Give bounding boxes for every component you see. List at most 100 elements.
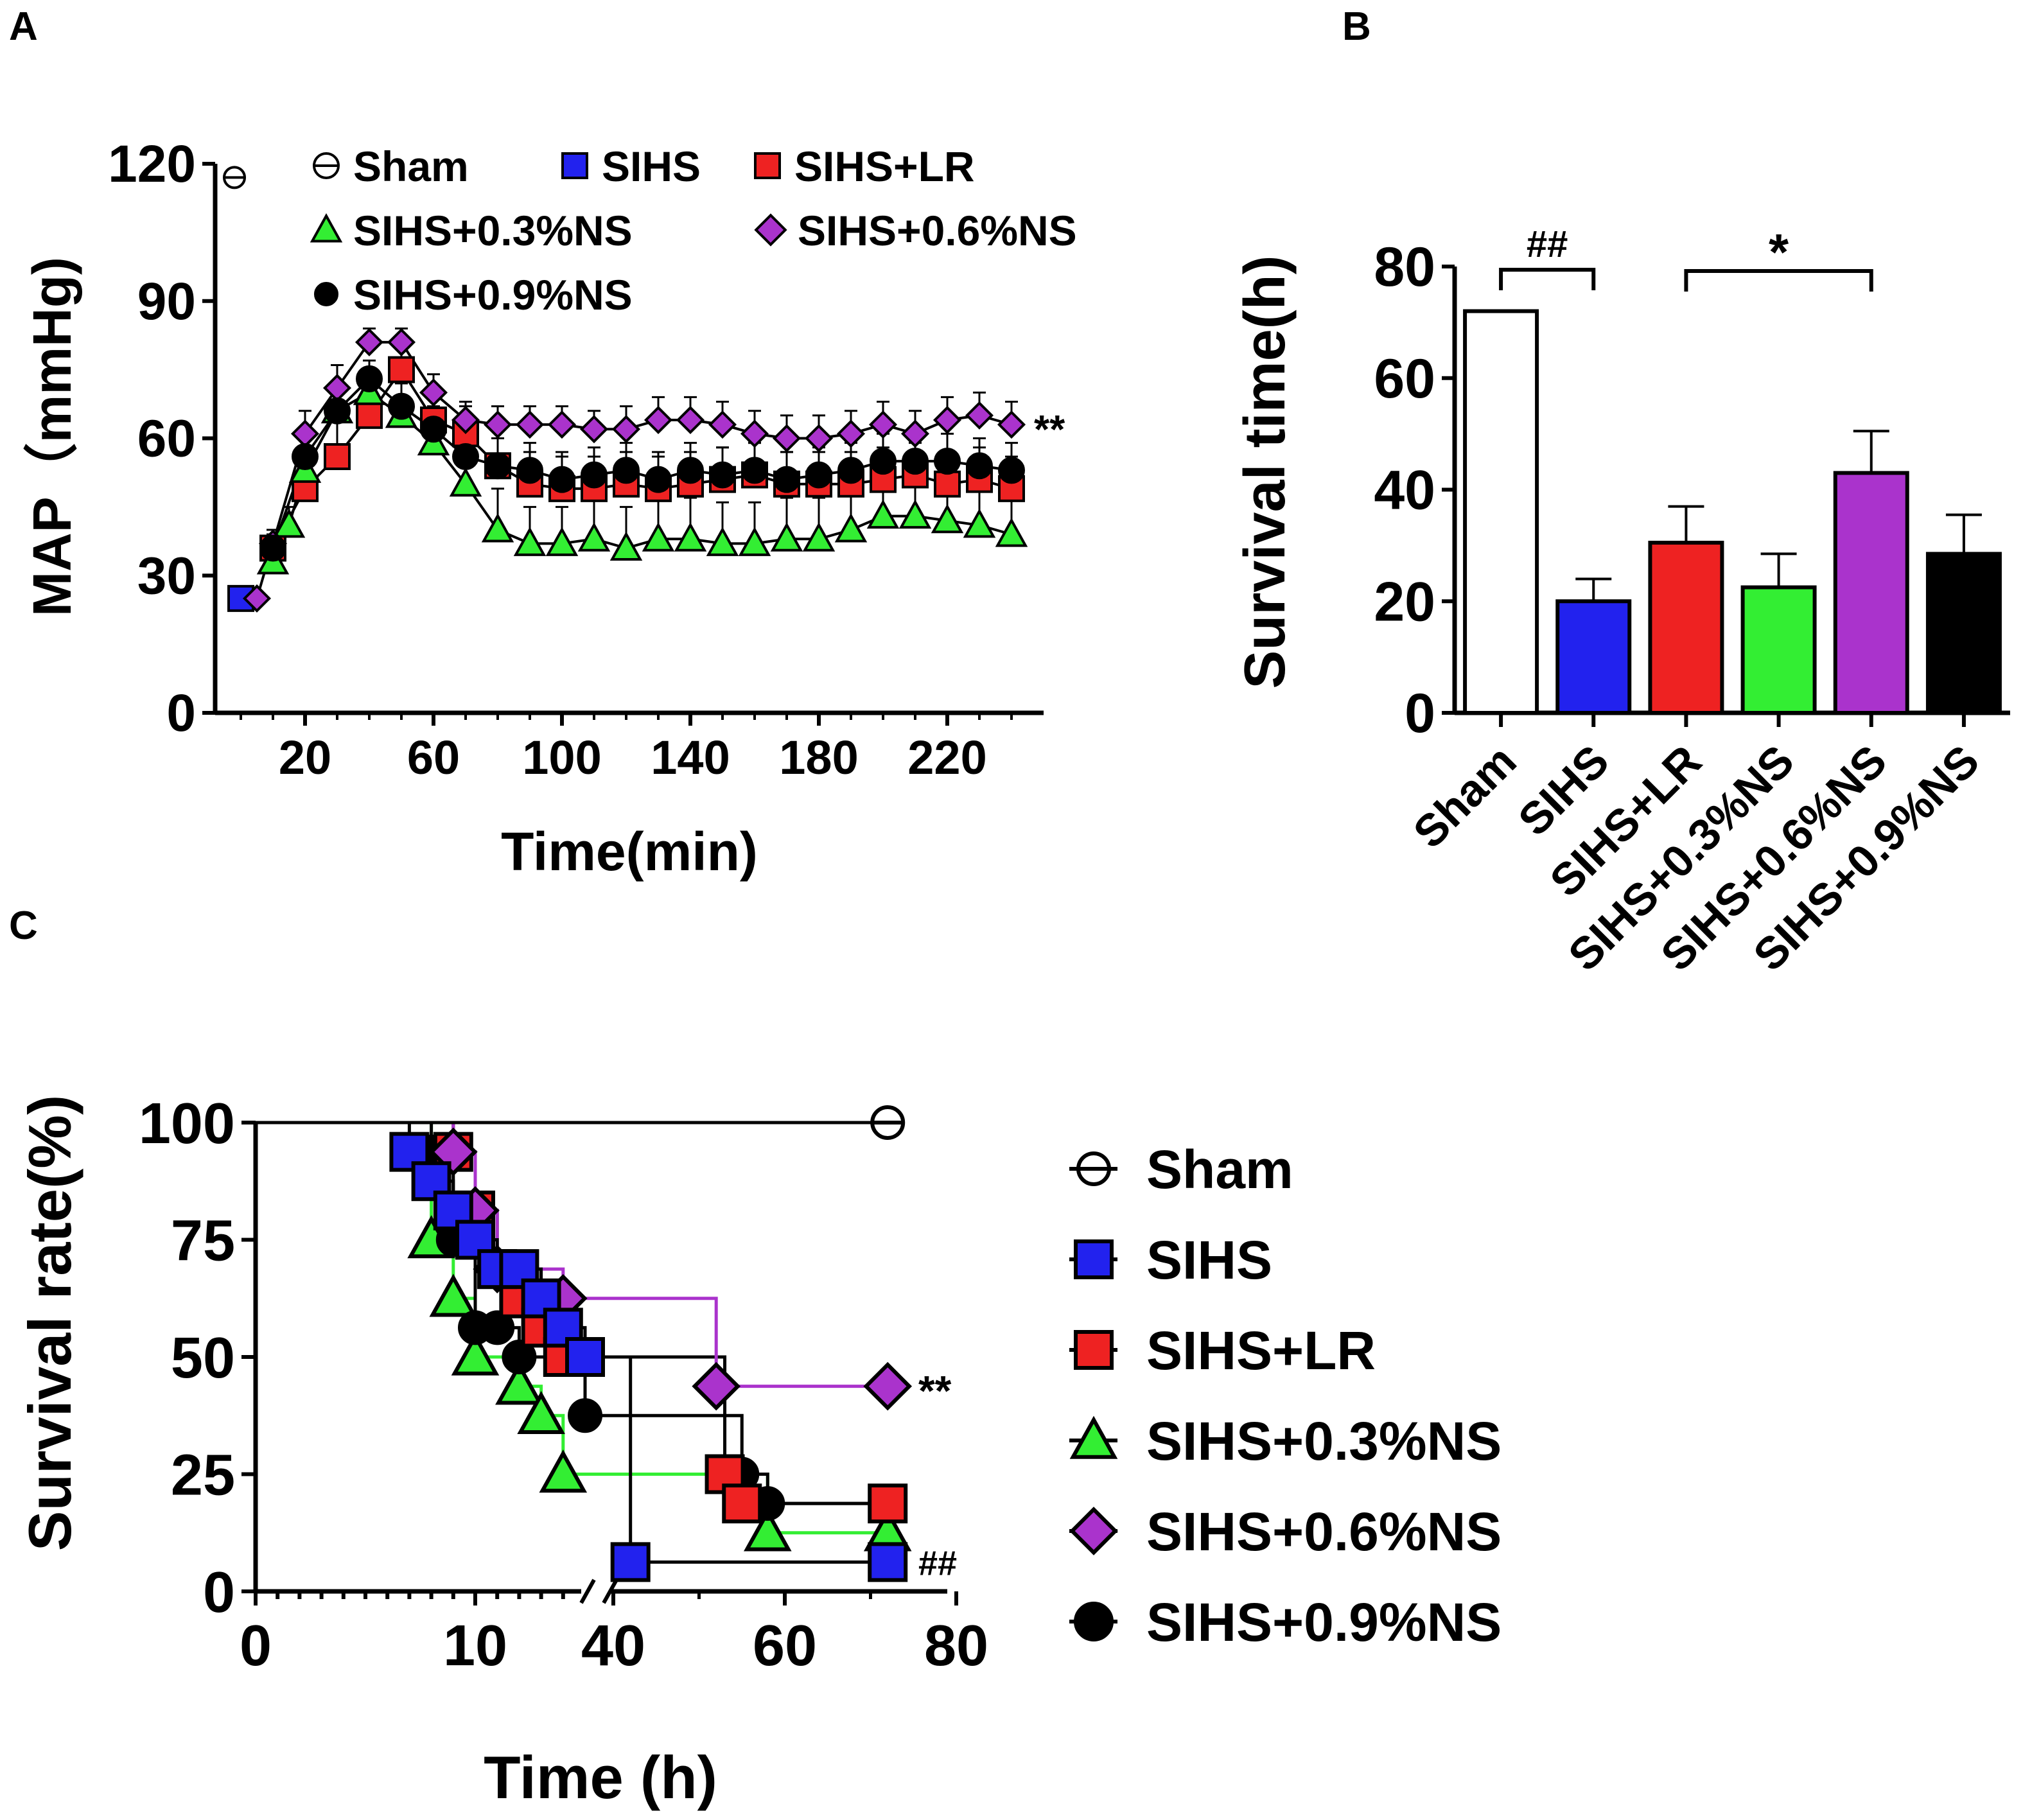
panel-c-axis-break-mark <box>579 1579 596 1604</box>
panel-b-bar-ns03 <box>1740 585 1817 715</box>
panel-b-significance-brackets: ## * <box>1499 223 1873 292</box>
panel-c-censor-marker-lr <box>868 1483 908 1524</box>
panel-b-y-tick-label: 20 <box>1374 571 1435 633</box>
panel-a-point-ns06 <box>611 415 641 444</box>
panel-b-bar-ns09 <box>1925 552 2002 715</box>
panel-c-legend-marker-ns09 <box>1074 1602 1114 1641</box>
panel-c-event-marker-sihs <box>543 1308 583 1348</box>
panel-c-legend-marker-sihs <box>1074 1239 1114 1279</box>
panel-a-point-ns09 <box>452 443 479 470</box>
panel-a-point-ns03 <box>449 467 482 497</box>
panel-c-legend-label-sham: Sham <box>1146 1139 1293 1200</box>
panel-a-point-ns03 <box>642 522 675 552</box>
panel-c-x-tick-label: 60 <box>753 1614 817 1678</box>
panel-a-point-ns06 <box>836 419 866 448</box>
panel-a-point-ns03 <box>545 527 579 556</box>
panel-a-point-ns09 <box>259 534 286 562</box>
panel-a-map-chart: 0 30 60 90 120 20 60 100 140 180 220 Sham SIHS SIHS+… <box>22 135 1077 882</box>
panel-a-series <box>223 166 1028 613</box>
panel-c-event-marker-sihs <box>610 1542 651 1582</box>
panel-a-significance: ** <box>1034 408 1065 452</box>
panel-c-legend-label-ns06: SIHS+0.6%NS <box>1146 1501 1502 1562</box>
panel-a-y-tick-label: 0 <box>166 684 196 742</box>
panel-a-point-ns03 <box>513 527 547 556</box>
panel-a-point-ns09 <box>773 466 800 493</box>
panel-a-legend: Sham SIHS SIHS+LR SIHS+0.3%NS SIHS+0.6%NS SIH… <box>310 143 1077 319</box>
panel-b-survival-time-chart: 020406080ShamSIHSSIHS+LRSIHS+0.3%NSSIHS+… <box>1233 223 2010 981</box>
panel-a-y-tick-label: 120 <box>108 135 196 193</box>
panel-b-y-tick-label: 40 <box>1374 460 1435 521</box>
panel-a-point-ns06 <box>387 328 416 356</box>
panel-a-point-ns03 <box>738 527 771 556</box>
panel-c-event-marker-ns03 <box>429 1273 478 1317</box>
panel-c-annotations: ** ## <box>918 1367 957 1583</box>
panel-a-point-ns09 <box>356 365 383 392</box>
panel-a-line-lr <box>272 367 1012 549</box>
panel-c-event-marker-ns09 <box>568 1398 602 1433</box>
panel-b-y-axis-label: Survival time(h) <box>1233 255 1297 688</box>
panel-a-y-tick-label: 90 <box>137 272 196 331</box>
panel-a-point-ns03 <box>931 503 964 534</box>
panel-c-event-marker-ns03 <box>539 1449 588 1493</box>
panel-a-point-ns09 <box>484 452 511 480</box>
panel-a-legend-label-ns09: SIHS+0.9%NS <box>353 271 633 319</box>
panel-a-point-ns09 <box>709 461 736 489</box>
panel-b-x-tick-label-sham: Sham <box>1404 735 1526 857</box>
panel-a-point-ns06 <box>708 410 737 439</box>
panel-a-legend-label-ns06: SIHS+0.6%NS <box>798 207 1077 254</box>
panel-a-point-ns06 <box>804 424 834 453</box>
panel-c-event-marker-sihs <box>411 1161 451 1202</box>
panel-a-point-ns06 <box>997 410 1026 439</box>
panel-a-point-ns09 <box>741 457 768 484</box>
panel-b-y-tick-label: 60 <box>1374 348 1435 410</box>
panel-a-point-ns09 <box>548 466 575 493</box>
panel-a-point-ns06 <box>740 419 769 448</box>
panel-b-y-tick-label: 80 <box>1374 236 1435 298</box>
panel-c-legend: Sham SIHS SIHS+LR SIHS+0.3%NS SIHS+0.6%NS SIH… <box>1069 1139 1502 1652</box>
panel-a-point-ns03 <box>834 513 868 543</box>
panel-a-point-ns06 <box>900 419 930 448</box>
panel-b-bar-sham <box>1463 309 1539 715</box>
panel-c-legend-marker-ns03 <box>1069 1415 1118 1459</box>
panel-b-bar-ns06 <box>1833 471 1909 715</box>
panel-c-event-marker-ns03 <box>495 1361 543 1405</box>
panel-a-point-ns03 <box>995 518 1028 547</box>
panel-a-point-ns09 <box>902 448 929 475</box>
panel-b-bar-lr <box>1648 541 1724 715</box>
panel-c-event-marker-ns06 <box>692 1361 741 1411</box>
panel-a-x-tick-label: 140 <box>651 731 730 784</box>
panel-a-point-ns06 <box>419 378 448 407</box>
panel-c-survival-rate-chart: 0 25 50 75 100 0 10 40 60 80 Sham SIHS SIHS+LR SIHS+… <box>16 1092 1502 1811</box>
panel-letter-a: A <box>9 4 38 49</box>
panel-a-legend-marker-ns03 <box>310 213 343 243</box>
panel-a-point-ns09 <box>581 461 608 489</box>
panel-c-legend-label-sihs: SIHS <box>1146 1230 1272 1290</box>
panel-a-legend-label-sham: Sham <box>353 143 469 190</box>
panel-b-bracket <box>1684 269 1873 292</box>
panel-a-point-ns06 <box>242 584 272 613</box>
panel-a-point-ns09 <box>998 457 1025 484</box>
panel-a-point-ns06 <box>483 410 512 439</box>
panel-a-point-ns03 <box>577 522 611 552</box>
panel-a-point-lr <box>356 401 383 429</box>
panel-c-y-tick-label: 25 <box>171 1444 235 1508</box>
panel-a-x-tick-label: 220 <box>907 731 986 784</box>
panel-c-censor-marker-ns06 <box>863 1361 913 1411</box>
panel-a-x-tick-label: 180 <box>779 731 858 784</box>
panel-c-y-tick-label: 100 <box>139 1092 235 1156</box>
panel-c-y-axis-label: Survival rate(%) <box>16 1095 83 1552</box>
panel-b-axes: 020406080ShamSIHSSIHS+LRSIHS+0.3%NSSIHS+… <box>1374 236 2010 981</box>
panel-c-series <box>256 1105 913 1582</box>
panel-a-point-ns09 <box>516 457 543 484</box>
panel-a-point-ns09 <box>837 457 864 484</box>
panel-a-axes: 0 30 60 90 120 20 60 100 140 180 220 <box>108 135 1044 784</box>
panel-a-point-ns03 <box>963 508 996 538</box>
panel-a-point-ns09 <box>292 443 319 470</box>
panel-a-legend-marker-ns09 <box>314 282 338 306</box>
panel-letter-c: C <box>9 904 38 948</box>
panel-a-point-lr <box>388 356 415 383</box>
panel-c-event-marker-ns03 <box>744 1508 792 1552</box>
panel-c-y-tick-label: 50 <box>171 1326 235 1390</box>
panel-a-x-axis-label: Time(min) <box>501 821 758 882</box>
